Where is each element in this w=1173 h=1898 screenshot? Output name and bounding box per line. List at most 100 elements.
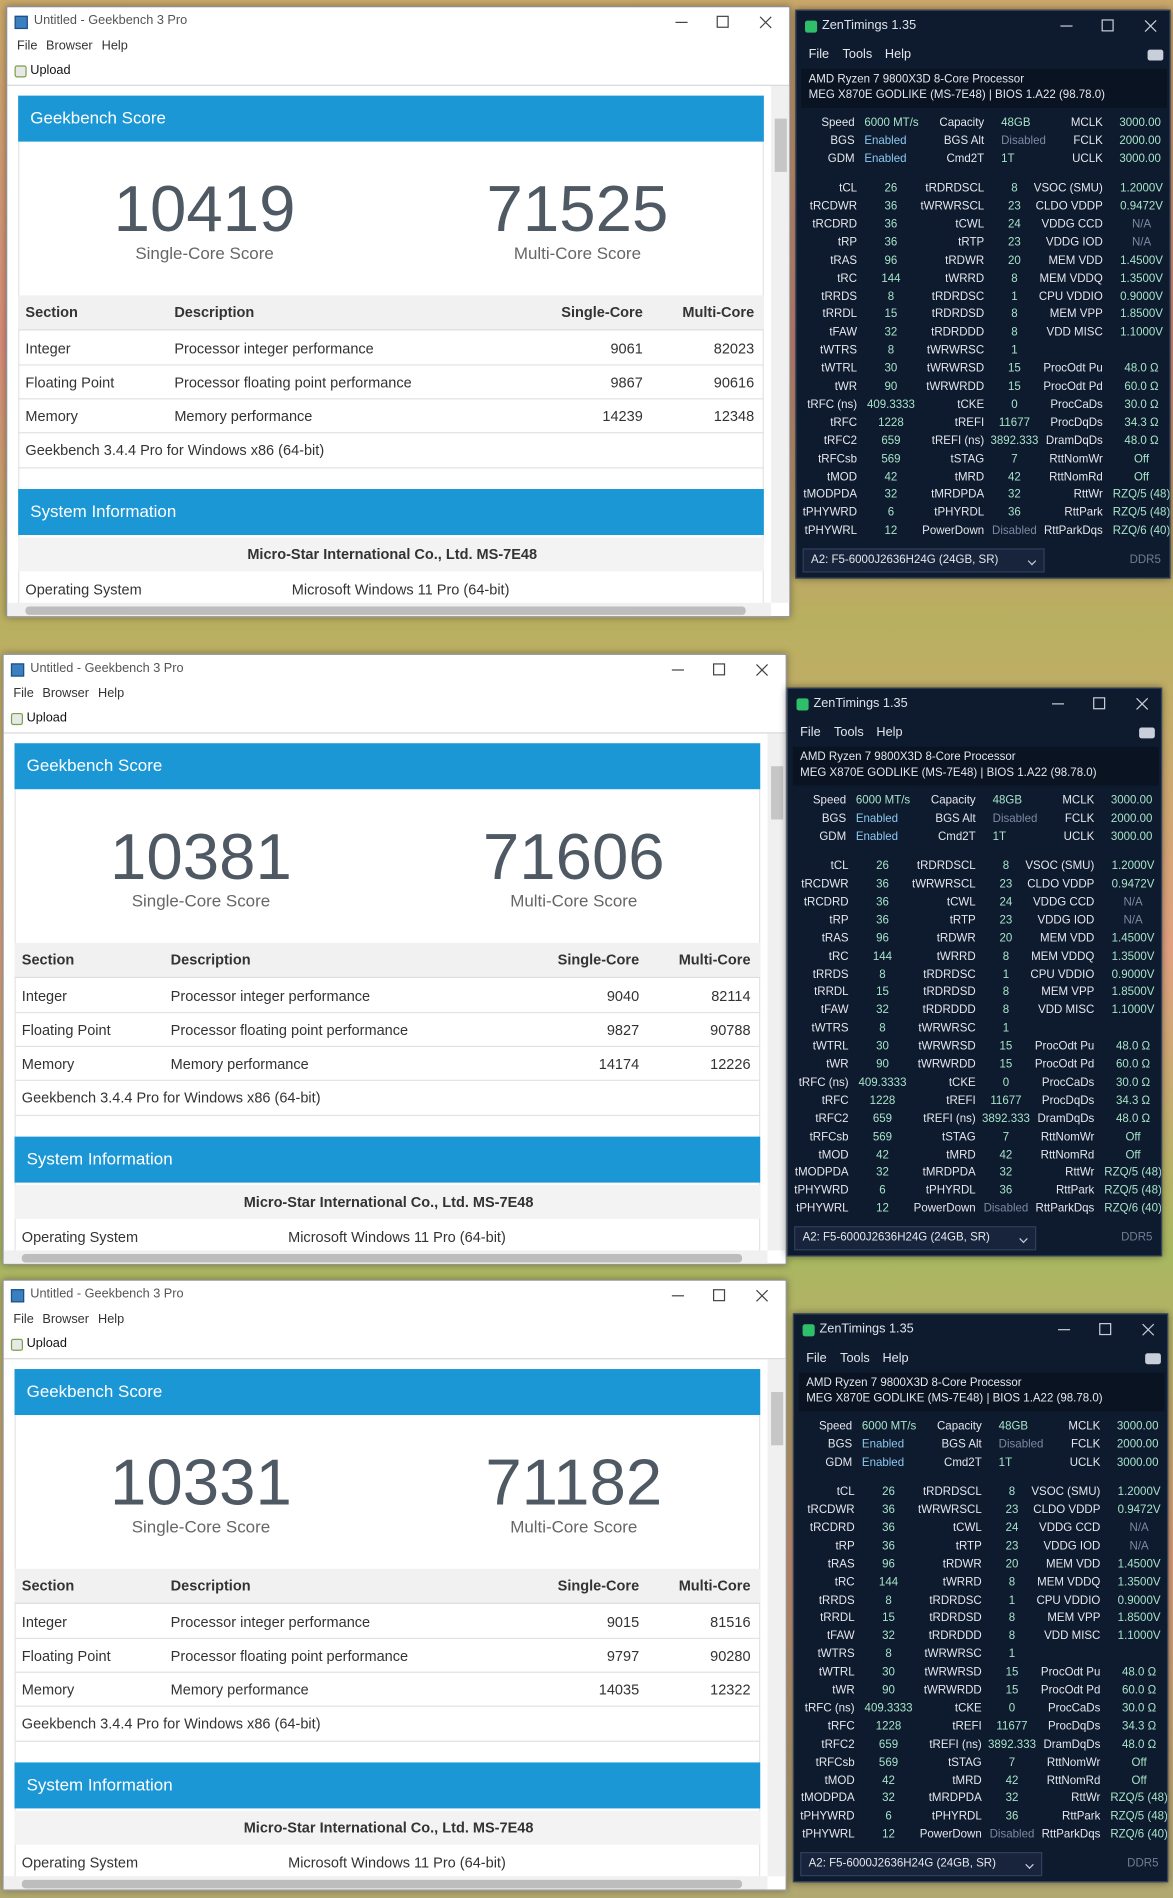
menu-item[interactable]: Tools bbox=[834, 725, 864, 741]
menu-item[interactable]: Tools bbox=[840, 1351, 870, 1366]
minimize-button[interactable] bbox=[1051, 703, 1065, 705]
info-panel bbox=[801, 68, 1167, 108]
menu-item[interactable]: File bbox=[13, 686, 34, 702]
timing-label: RttNomWr bbox=[1040, 1130, 1095, 1144]
app-icon bbox=[14, 15, 28, 30]
screenshot-button[interactable] bbox=[1139, 727, 1155, 739]
maximize-button[interactable] bbox=[713, 663, 726, 676]
timing-label: tFAW bbox=[820, 1003, 849, 1018]
timing-value: 36 bbox=[1008, 506, 1021, 520]
menu-item[interactable]: Browser bbox=[46, 39, 93, 54]
memory-type: DDR5 bbox=[1127, 1856, 1159, 1871]
timing-label: tCKE bbox=[954, 1701, 982, 1716]
upload-icon[interactable] bbox=[10, 1338, 24, 1351]
menu-item[interactable]: File bbox=[808, 47, 830, 63]
horizontal-scroll-thumb[interactable] bbox=[25, 606, 746, 615]
timing-value: RZQ/6 (40) bbox=[1110, 1828, 1168, 1842]
dimm-selector[interactable] bbox=[794, 1226, 1037, 1251]
timing-value: 1.8500V bbox=[1117, 1611, 1161, 1625]
minimize-button[interactable] bbox=[675, 21, 688, 23]
maximize-button[interactable] bbox=[1101, 19, 1114, 32]
minimize-button[interactable] bbox=[1058, 1329, 1071, 1331]
maximize-button[interactable] bbox=[1099, 1323, 1112, 1336]
single-core-value: 14239 bbox=[602, 407, 643, 425]
multi-core-value: 90616 bbox=[713, 373, 755, 391]
timing-value: 1.2000V bbox=[1111, 859, 1155, 873]
timing-label: RttNomRd bbox=[1049, 470, 1103, 484]
timing-value: 48.0 Ω bbox=[1115, 1039, 1151, 1054]
maximize-button[interactable] bbox=[713, 1289, 726, 1302]
menu-item[interactable]: Help bbox=[882, 1351, 909, 1366]
timing-label: tRFC (ns) bbox=[804, 1701, 855, 1716]
timing-label: tRC bbox=[828, 949, 849, 964]
timing-label: tREFI (ns) bbox=[923, 1112, 976, 1126]
horizontal-scroll-thumb[interactable] bbox=[21, 1254, 743, 1263]
timing-value: 1 bbox=[1011, 344, 1018, 358]
timing-label: VDDG IOD bbox=[1037, 913, 1095, 927]
screenshot-button[interactable] bbox=[1145, 1353, 1161, 1365]
minimize-button[interactable] bbox=[671, 1295, 684, 1297]
timing-label: RttWr bbox=[1071, 1791, 1101, 1806]
timing-value: 34.3 Ω bbox=[1115, 1094, 1151, 1108]
geekbench-window: Untitled - Geekbench 3 Pro File Browser Hel… bbox=[2, 1279, 787, 1891]
menu-item[interactable]: File bbox=[806, 1351, 827, 1366]
menu-item[interactable]: File bbox=[16, 39, 38, 54]
sysinfo-title: Micro-Star International Co., Ltd. MS-7E… bbox=[243, 1192, 534, 1210]
vertical-scrollbar[interactable] bbox=[767, 1359, 786, 1877]
section-name: Memory bbox=[25, 407, 78, 425]
vertical-scrollbar[interactable] bbox=[771, 85, 790, 603]
horizontal-scroll-thumb[interactable] bbox=[21, 1879, 743, 1889]
vertical-scroll-thumb[interactable] bbox=[774, 118, 787, 172]
board-name: MEG X870E GODLIKE (MS-7E48) | BIOS 1.A22… bbox=[800, 766, 1097, 780]
timing-value: 30.0 Ω bbox=[1115, 1075, 1151, 1090]
timing-label: tRDRDSC bbox=[923, 967, 976, 982]
menu-item[interactable]: Help bbox=[101, 39, 128, 54]
timing-value: N/A bbox=[1123, 895, 1143, 909]
menu-item[interactable]: Browser bbox=[42, 686, 89, 702]
menu-item[interactable]: File bbox=[13, 1312, 34, 1328]
screenshot-button[interactable] bbox=[1147, 49, 1164, 61]
timing-value: 15 bbox=[882, 1611, 895, 1625]
dimm-selected: A2: F5-6000J2636H24G (24GB, SR) bbox=[811, 553, 999, 567]
dimm-selector[interactable] bbox=[802, 548, 1045, 573]
upload-button[interactable]: Upload bbox=[30, 63, 71, 79]
upload-button[interactable]: Upload bbox=[26, 711, 67, 726]
timing-label: tRDWR bbox=[936, 931, 976, 946]
vertical-scroll-thumb[interactable] bbox=[771, 1392, 784, 1446]
os-value: Microsoft Windows 11 Pro (64-bit) bbox=[288, 1853, 506, 1871]
timing-value: 36 bbox=[882, 1521, 895, 1535]
minimize-button[interactable] bbox=[1060, 25, 1073, 27]
vertical-scroll-thumb[interactable] bbox=[771, 766, 784, 820]
timing-value: 1.1000V bbox=[1117, 1629, 1161, 1643]
single-core-label: Single-Core Score bbox=[131, 891, 271, 911]
vertical-scrollbar[interactable] bbox=[767, 733, 786, 1251]
menu-item[interactable]: Help bbox=[98, 686, 125, 702]
minimize-button[interactable] bbox=[671, 669, 684, 671]
timing-value: 30.0 Ω bbox=[1124, 398, 1159, 412]
multi-core-label: Multi-Core Score bbox=[513, 243, 641, 264]
timing-label: UCLK bbox=[1072, 152, 1103, 166]
dimm-selector[interactable] bbox=[800, 1852, 1043, 1877]
upload-button[interactable]: Upload bbox=[26, 1336, 67, 1352]
maximize-button[interactable] bbox=[716, 15, 729, 28]
single-core-label: Single-Core Score bbox=[135, 243, 274, 264]
multi-core-value: 82114 bbox=[711, 987, 751, 1005]
menu-item[interactable]: Help bbox=[98, 1312, 125, 1328]
timing-label: RttPark bbox=[1062, 1809, 1101, 1824]
timing-label: ProcCaDs bbox=[1050, 398, 1103, 412]
timing-label: tRDRDSD bbox=[929, 1611, 982, 1625]
menu-item[interactable]: Help bbox=[884, 47, 912, 63]
os-value: Microsoft Windows 11 Pro (64-bit) bbox=[288, 1228, 506, 1246]
menu-item[interactable]: Tools bbox=[842, 47, 873, 63]
upload-icon[interactable] bbox=[10, 712, 24, 726]
menu-item[interactable]: File bbox=[800, 725, 821, 741]
timing-label: MCLK bbox=[1068, 1420, 1101, 1434]
timing-value: 12 bbox=[876, 1202, 889, 1216]
timing-label: UCLK bbox=[1069, 1456, 1101, 1470]
maximize-button[interactable] bbox=[1093, 697, 1106, 710]
menu-item[interactable]: Help bbox=[876, 725, 903, 741]
menu-item[interactable]: Browser bbox=[42, 1312, 89, 1328]
timing-label: tRFCsb bbox=[809, 1130, 849, 1144]
timing-value: RZQ/6 (40) bbox=[1112, 524, 1171, 538]
upload-icon[interactable] bbox=[14, 65, 27, 78]
